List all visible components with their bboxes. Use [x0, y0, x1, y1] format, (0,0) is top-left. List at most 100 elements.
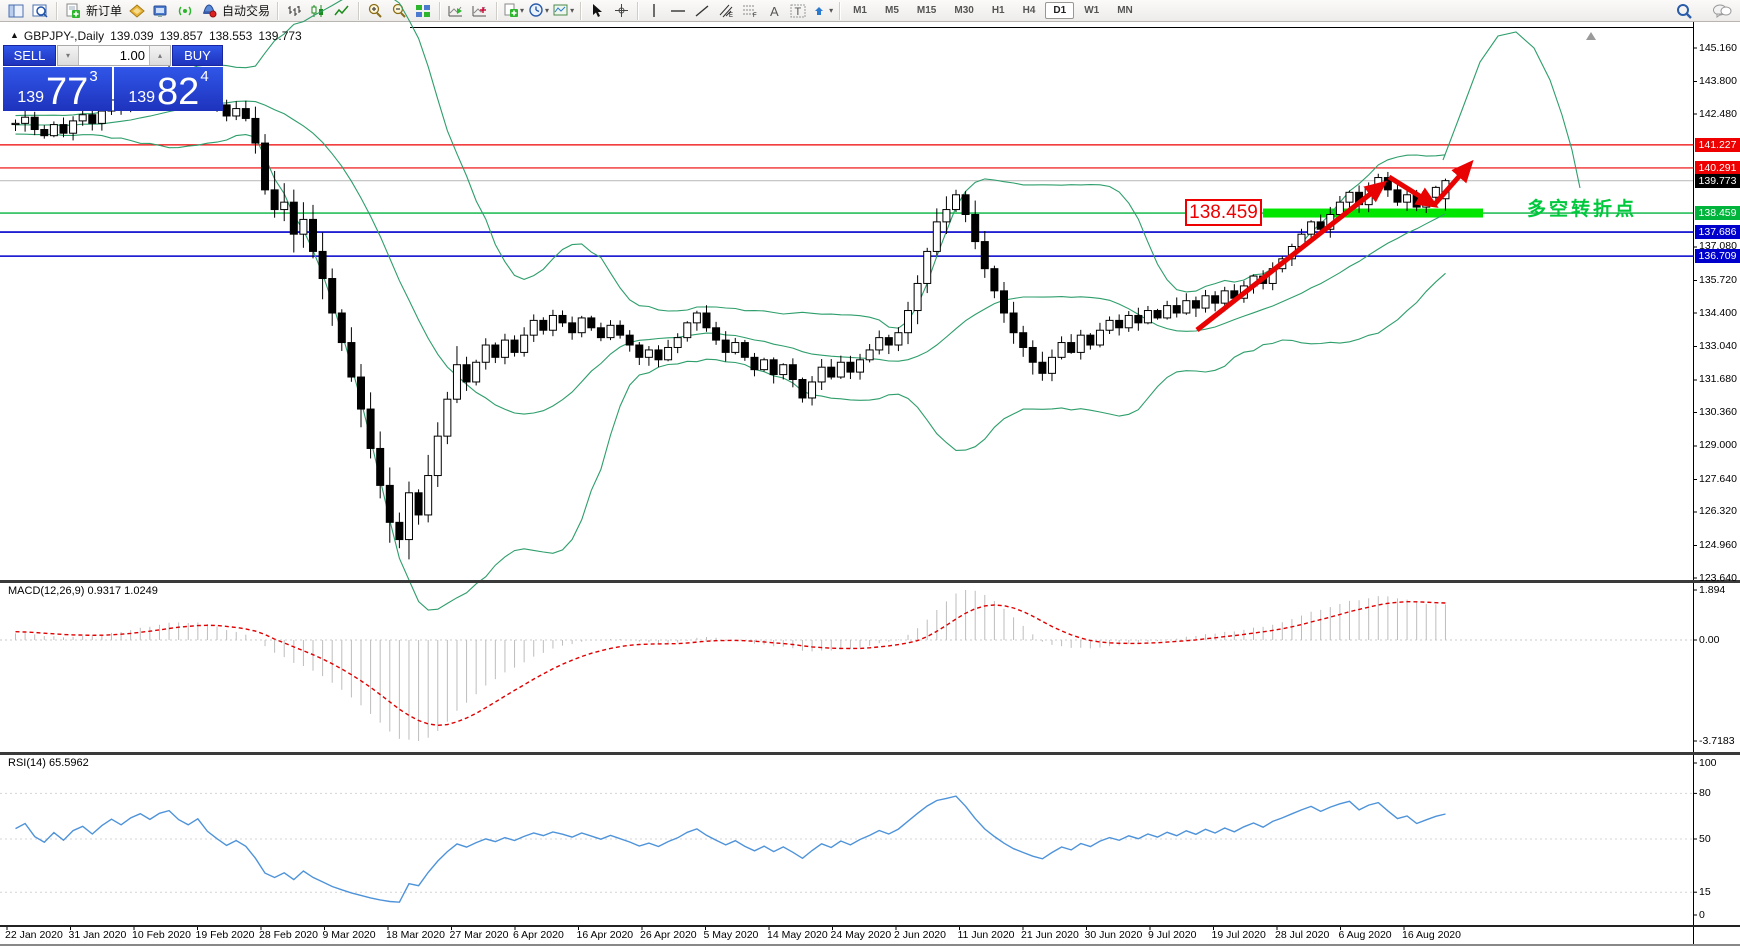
ohlc-close: 139.773: [258, 29, 302, 43]
timeframe-button-m1[interactable]: M1: [853, 5, 867, 16]
price-badge: 141.227: [1695, 137, 1740, 152]
candle: [69, 120, 78, 134]
candle: [49, 124, 58, 137]
candle: [309, 218, 318, 252]
candle: [1163, 305, 1172, 319]
fibonacci-tool-icon[interactable]: F: [738, 1, 762, 21]
autotrading-label[interactable]: 自动交易: [222, 4, 271, 18]
candle: [1124, 314, 1133, 329]
candle: [1047, 356, 1056, 374]
candle: [856, 359, 865, 373]
metaeditor-icon[interactable]: [125, 1, 149, 21]
zoom-out-icon[interactable]: [387, 1, 411, 21]
sell-price-handle: 139: [17, 89, 45, 106]
data-window-icon[interactable]: [28, 1, 52, 21]
candle: [1076, 334, 1085, 353]
chart-properties-icon[interactable]: [468, 1, 492, 21]
periods-icon[interactable]: ▾: [526, 1, 551, 21]
date-label: 14 May 2020: [767, 929, 828, 941]
vertical-line-tool-icon[interactable]: [642, 1, 666, 21]
candle: [788, 364, 797, 380]
candle: [721, 339, 730, 353]
timeframe-button-w1[interactable]: W1: [1084, 5, 1100, 16]
indicators-icon[interactable]: [411, 1, 435, 21]
candle: [673, 337, 682, 348]
price-axis-tick: 145.160: [1699, 41, 1737, 54]
volume-increase-button[interactable]: ▴: [149, 46, 170, 65]
bar-chart-icon[interactable]: [282, 1, 306, 21]
new-order-icon[interactable]: [61, 1, 85, 21]
sell-price-panel[interactable]: 139 77 3: [3, 67, 112, 111]
timeframe-button-h4[interactable]: H4: [1022, 5, 1036, 16]
ohlc-open: 139.039: [110, 29, 154, 43]
price-axis-tick: 142.480: [1699, 107, 1737, 120]
date-label: 26 Apr 2020: [640, 929, 697, 941]
horizontal-line-tool-icon[interactable]: [666, 1, 690, 21]
buy-button[interactable]: BUY: [172, 45, 223, 66]
candle: [913, 282, 922, 312]
candle: [452, 364, 461, 400]
chinese-annotation[interactable]: 多空转折点: [1527, 199, 1638, 220]
text-tool-icon[interactable]: A: [762, 1, 786, 21]
trendline-tool-icon[interactable]: [690, 1, 714, 21]
strategy-tester-icon[interactable]: [444, 1, 468, 21]
timeframe-button-d1[interactable]: D1: [1045, 2, 1075, 19]
timeframe-button-m30[interactable]: M30: [954, 5, 974, 16]
buy-price-panel[interactable]: 139 82 4: [114, 67, 223, 111]
templates-icon[interactable]: ▾: [551, 1, 576, 21]
candle: [270, 189, 279, 211]
timeframe-button-h1[interactable]: H1: [991, 5, 1005, 16]
sell-price-point: 3: [89, 68, 98, 85]
timeframe-button-m5[interactable]: M5: [885, 5, 899, 16]
collapse-panel-icon[interactable]: ▲: [10, 30, 19, 40]
crosshair-icon[interactable]: [609, 1, 633, 21]
text-label-tool-icon[interactable]: T: [786, 1, 810, 21]
sell-button[interactable]: SELL: [3, 45, 56, 66]
rsi-label: RSI(14) 65.5962: [8, 757, 89, 769]
signals-icon[interactable]: [173, 1, 197, 21]
candle: [520, 334, 529, 353]
terminal-icon[interactable]: [149, 1, 173, 21]
volume-decrease-button[interactable]: ▾: [58, 46, 79, 65]
candle: [289, 201, 298, 235]
date-label: 18 Mar 2020: [386, 929, 445, 941]
chart-title: ▲ GBPJPY-,Daily 139.039 139.857 138.553 139.7…: [10, 29, 302, 43]
candle: [1211, 295, 1220, 304]
svg-text:T: T: [795, 6, 802, 18]
candle: [587, 317, 596, 329]
channel-tool-icon[interactable]: E: [714, 1, 738, 21]
candle: [462, 364, 471, 383]
candle: [644, 349, 653, 358]
volume-input[interactable]: 1.00: [119, 48, 145, 63]
candle: [40, 129, 49, 137]
pane-separator-main-macd[interactable]: [0, 580, 1740, 583]
support-level-flag[interactable]: 138.459: [1185, 199, 1262, 226]
candle: [539, 319, 548, 331]
candle: [606, 324, 615, 339]
chat-icon[interactable]: [1710, 1, 1734, 21]
price-axis-tick: 143.800: [1699, 74, 1737, 87]
candle: [1393, 189, 1402, 203]
candle: [779, 364, 788, 376]
timeframe-button-mn[interactable]: MN: [1117, 5, 1133, 16]
ohlc-high: 139.857: [159, 29, 203, 43]
candle: [232, 108, 241, 117]
cursor-icon[interactable]: [585, 1, 609, 21]
arrows-tool-icon[interactable]: ▾: [810, 1, 835, 21]
line-chart-icon[interactable]: [330, 1, 354, 21]
new-order-label[interactable]: 新订单: [86, 4, 123, 18]
chart-window-icon[interactable]: [4, 1, 28, 21]
new-chart-icon[interactable]: ▾: [501, 1, 526, 21]
candle: [731, 342, 740, 353]
price-axis-tick: 135.720: [1699, 273, 1737, 286]
pane-separator-macd-rsi[interactable]: [0, 752, 1740, 755]
date-label: 10 Feb 2020: [132, 929, 191, 941]
timeframe-button-m15[interactable]: M15: [916, 5, 937, 16]
zoom-in-icon[interactable]: [363, 1, 387, 21]
search-icon[interactable]: [1672, 1, 1696, 21]
price-axis-tick: 127.640: [1699, 472, 1737, 485]
rsi-line: [15, 795, 1446, 903]
autotrading-icon[interactable]: [197, 1, 221, 21]
axis-separator[interactable]: [0, 925, 1740, 927]
